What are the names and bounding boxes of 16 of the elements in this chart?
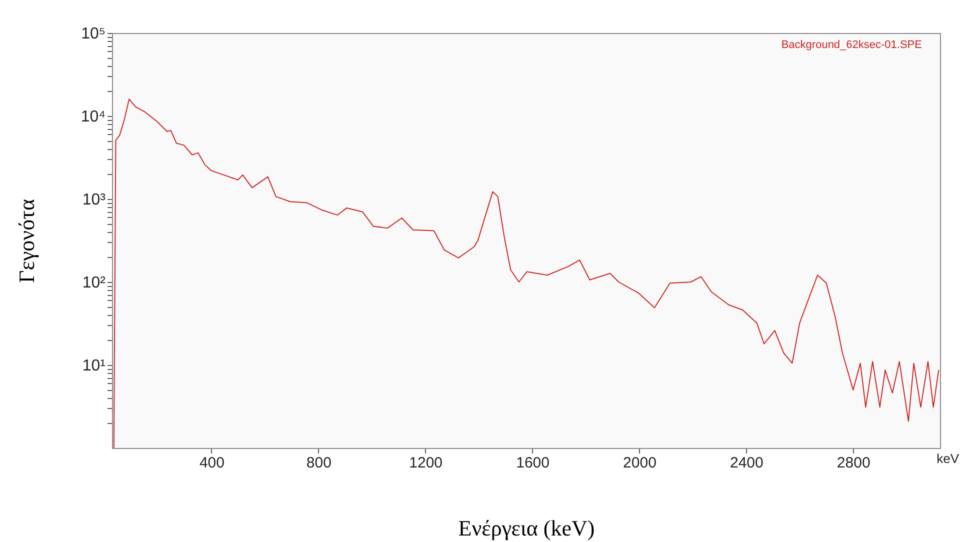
x-tick-label: 400 <box>199 454 224 472</box>
annotation: Background_62ksec-01.SPE <box>781 39 922 51</box>
x-tick-label: 1200 <box>409 454 443 472</box>
x-tick-label: 1600 <box>516 454 550 472</box>
y-tick-label: 10³ <box>82 192 106 208</box>
y-tick-label: 10⁵ <box>81 26 106 42</box>
x-axis-title: Ενέργεια (keV) <box>458 516 595 540</box>
x-tick-label: 2000 <box>623 454 656 472</box>
x-tick-label: 800 <box>306 454 332 472</box>
text: keV <box>936 451 960 466</box>
x-tick-label: 2800 <box>836 454 870 472</box>
y-tick-label: 10¹ <box>82 358 106 374</box>
y-tick-label: 10² <box>82 274 106 292</box>
y-tick-label: 10⁴ <box>80 108 106 126</box>
y-axis-title: Γεγονότα <box>14 198 39 283</box>
x-tick-label: 2400 <box>730 454 764 472</box>
